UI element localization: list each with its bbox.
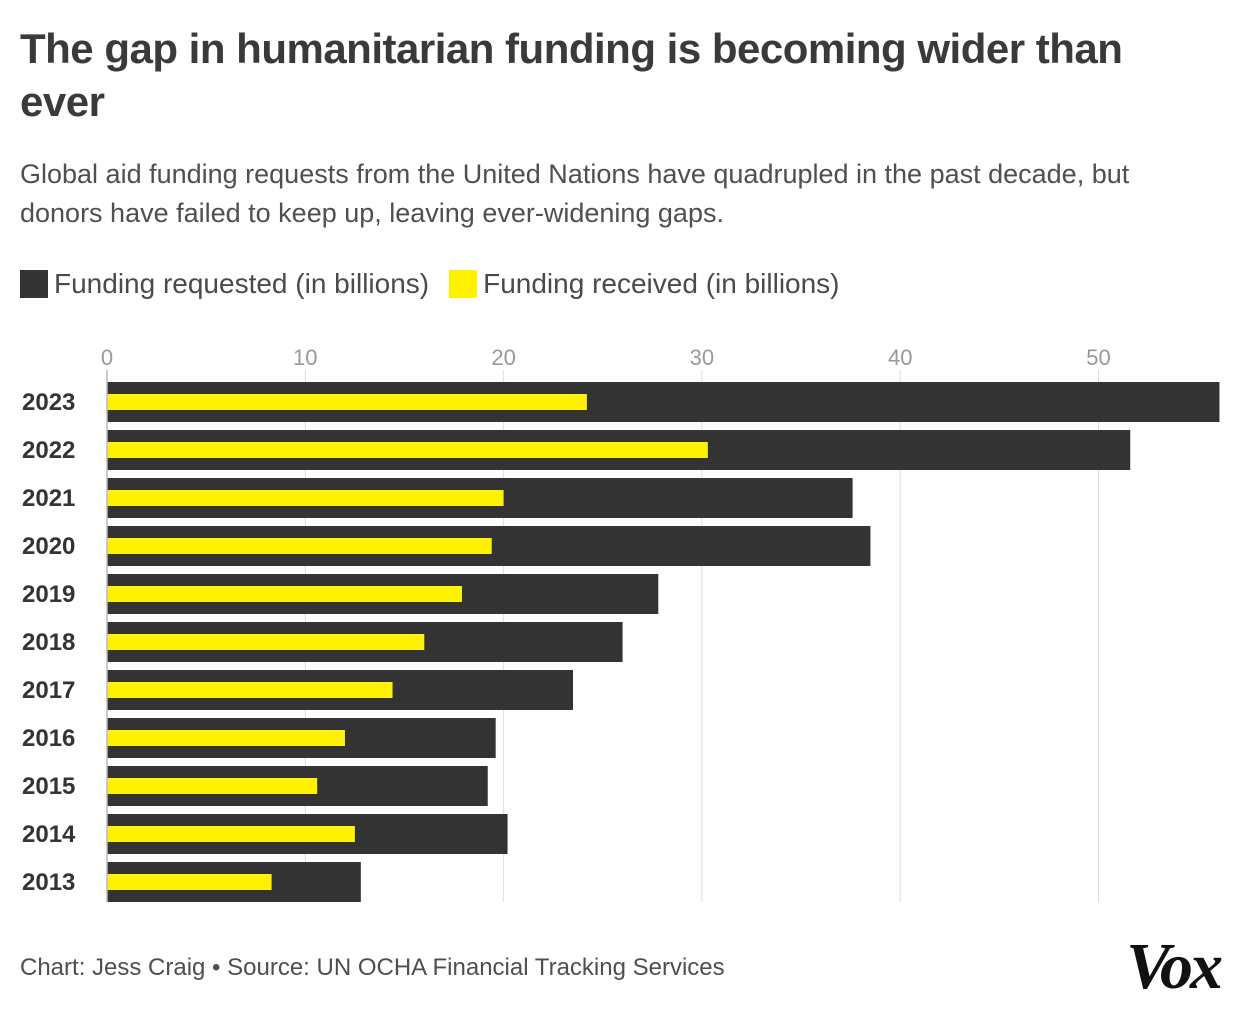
- bar-received: [107, 538, 492, 554]
- y-category-label: 2013: [22, 869, 75, 896]
- x-tick-label: 10: [293, 345, 317, 370]
- x-tick-label: 20: [491, 345, 515, 370]
- legend-item-requested: Funding requested (in billions): [20, 268, 429, 300]
- bar-received: [107, 730, 345, 746]
- bar-chart: 0 10 20 30 40 50 2023 2022 2021 2020 2019 2018 2017 2…: [22, 345, 1220, 902]
- legend-item-received: Funding received (in billions): [449, 268, 840, 300]
- y-category-label: 2017: [22, 677, 75, 704]
- bar-received: [107, 682, 393, 698]
- bar-received: [107, 874, 272, 890]
- legend-swatch-received: [449, 270, 478, 298]
- bar-received: [107, 778, 318, 794]
- y-category-label: 2018: [22, 629, 75, 656]
- y-category-label: 2014: [22, 821, 76, 848]
- legend-swatch-requested: [20, 270, 48, 298]
- legend-label-requested: Funding requested (in billions): [54, 268, 430, 299]
- y-category-label: 2022: [22, 437, 75, 464]
- bar-received: [107, 490, 504, 506]
- chart-title: The gap in humanitarian funding is becom…: [20, 25, 1123, 125]
- bar-received: [107, 442, 708, 458]
- chart-subtitle: Global aid funding requests from the Uni…: [20, 159, 1130, 228]
- bar-received: [107, 586, 462, 602]
- x-tick-label: 50: [1086, 345, 1110, 370]
- y-category-label: 2016: [22, 725, 75, 752]
- bar-received: [107, 394, 587, 410]
- y-category-label: 2019: [22, 581, 75, 608]
- y-category-label: 2023: [22, 389, 75, 416]
- y-category-label: 2020: [22, 533, 75, 560]
- legend: Funding requested (in billions) Funding …: [20, 268, 860, 300]
- chart-credit: Chart: Jess Craig • Source: UN OCHA Fina…: [20, 954, 725, 981]
- bar-received: [107, 634, 425, 650]
- x-tick-label: 0: [101, 345, 113, 370]
- y-category-label: 2015: [22, 773, 75, 800]
- y-category-label: 2021: [22, 485, 75, 512]
- vox-logo: Vox: [1126, 930, 1223, 1003]
- x-tick-label: 40: [888, 345, 912, 370]
- legend-label-received: Funding received (in billions): [483, 268, 840, 299]
- x-tick-label: 30: [690, 345, 714, 370]
- bar-received: [107, 826, 355, 842]
